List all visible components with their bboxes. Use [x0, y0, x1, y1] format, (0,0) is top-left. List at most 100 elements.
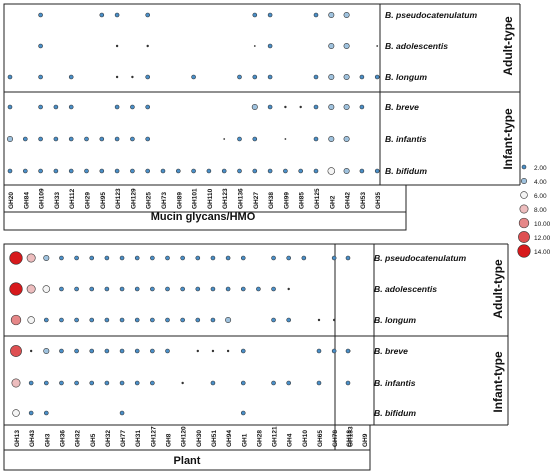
legend-swatch — [521, 164, 527, 170]
bubble — [89, 255, 95, 261]
bubble — [283, 168, 288, 174]
legend-swatch — [517, 244, 531, 258]
bubble — [313, 104, 319, 110]
x-tick-label: GH13 — [14, 430, 21, 447]
bubble — [150, 317, 155, 323]
x-tick-label: GH36 — [59, 430, 66, 447]
x-tick-label: GH28 — [256, 430, 263, 447]
x-tick-label: GH136 — [238, 188, 245, 209]
plot-frame — [3, 3, 381, 186]
bubble — [68, 136, 74, 142]
x-tick-label: GH129 — [130, 188, 137, 209]
bubble — [237, 74, 242, 80]
bubble — [345, 348, 351, 354]
x-tick-label: GH125 — [314, 188, 321, 209]
bubble — [115, 75, 119, 79]
bubble — [252, 74, 258, 80]
bubble — [343, 42, 350, 50]
bubble — [22, 168, 28, 174]
bubble — [240, 380, 246, 386]
species-label: B. breve — [385, 102, 419, 112]
bubble — [328, 11, 335, 19]
plot-frame — [3, 243, 375, 426]
legend-label: 8.00 — [534, 207, 547, 214]
bubble — [165, 255, 170, 261]
bubble — [328, 73, 335, 81]
x-tick-label: GH78 — [332, 430, 339, 447]
bubble — [59, 255, 64, 261]
bubble — [240, 286, 246, 292]
bubble — [271, 255, 276, 261]
bubble — [316, 380, 322, 386]
x-tick-label: GH2 — [329, 195, 336, 209]
x-tick-label: GH3 — [44, 433, 51, 447]
bubble — [313, 74, 319, 80]
bubble — [267, 43, 273, 49]
bubble — [7, 104, 13, 110]
bubble — [145, 168, 150, 174]
bubble — [43, 380, 49, 386]
bubble — [284, 105, 287, 109]
bubble — [287, 287, 290, 291]
x-tick-label: GH38 — [268, 192, 275, 209]
bubble — [251, 103, 258, 111]
bubble — [160, 168, 166, 174]
bubble — [53, 168, 59, 174]
legend-swatch — [520, 177, 528, 185]
bubble — [206, 168, 212, 174]
bubble — [225, 286, 231, 292]
bubble — [28, 410, 34, 416]
bubble — [317, 318, 321, 322]
x-axis-frame — [3, 424, 371, 471]
x-tick-label: GH73 — [161, 192, 168, 209]
bubble — [237, 136, 242, 142]
bubble — [256, 286, 261, 292]
x-tick-label: GH32 — [75, 430, 82, 447]
x-tick-label: GH51 — [211, 430, 218, 447]
bubble — [145, 136, 150, 142]
species-label: B. bifidum — [385, 166, 427, 176]
bubble — [343, 135, 350, 143]
x-tick-label: GH53 — [360, 192, 367, 209]
bubble — [74, 317, 79, 323]
bubble — [7, 168, 13, 174]
bubble — [195, 286, 201, 292]
bubble — [267, 12, 273, 18]
x-tick-label: GH94 — [226, 430, 233, 447]
x-tick-label: GH89 — [176, 192, 183, 209]
x-tick-label: GH4 — [287, 433, 294, 447]
bubble — [89, 380, 95, 386]
x-tick-label: GH65 — [317, 430, 324, 447]
bubble — [145, 74, 150, 80]
bubble — [328, 135, 335, 143]
legend-swatch — [518, 217, 530, 229]
species-label: B. breve — [374, 346, 408, 356]
x-tick-label: GH112 — [69, 188, 76, 209]
bubble — [43, 410, 49, 416]
bubble — [165, 317, 170, 323]
bubble — [343, 167, 350, 175]
bubble — [74, 380, 79, 386]
bubble — [165, 286, 170, 292]
species-label: B. pseudocatenulatum — [374, 253, 467, 263]
x-tick-label: GH109 — [39, 188, 46, 209]
bubble — [59, 317, 64, 323]
bubble — [130, 168, 135, 174]
bubble — [53, 136, 59, 142]
x-axis-title: Plant — [174, 455, 201, 467]
bubble — [11, 378, 21, 388]
bubble — [134, 286, 140, 292]
bubble — [6, 135, 14, 143]
bubble — [240, 255, 246, 261]
bubble — [299, 105, 302, 109]
bubble — [134, 255, 140, 261]
bubble — [210, 286, 216, 292]
bubble — [345, 255, 351, 261]
bubble — [150, 255, 155, 261]
bubble — [359, 168, 365, 174]
bubble — [89, 348, 95, 354]
bubble — [267, 168, 273, 174]
bubble — [28, 380, 34, 386]
bubble — [12, 409, 20, 417]
x-tick-label: GH5 — [90, 433, 97, 447]
